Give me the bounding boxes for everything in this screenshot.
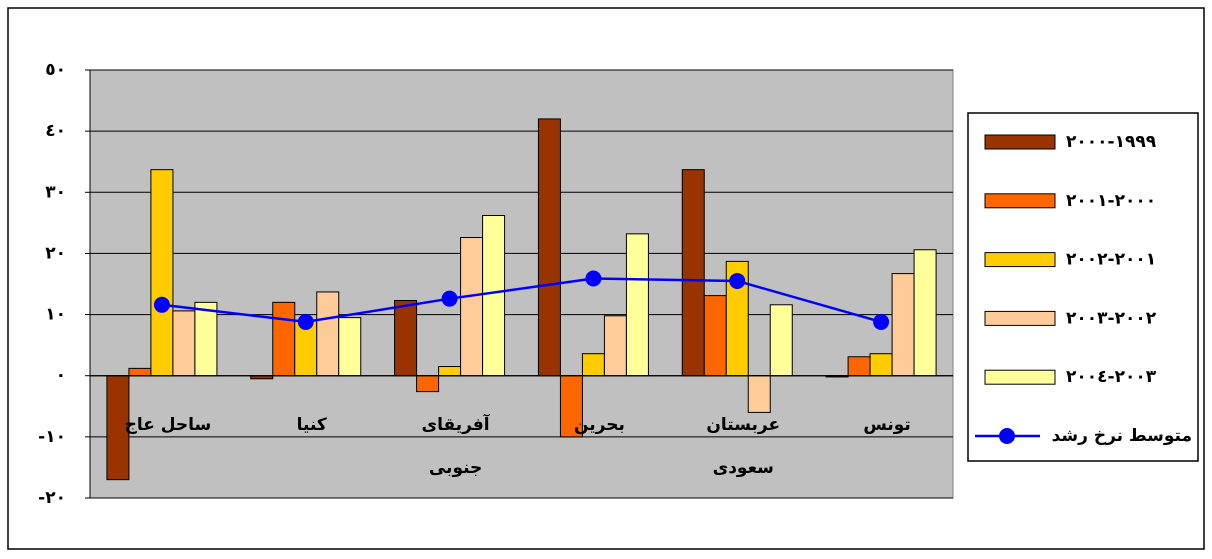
- bar: [482, 215, 506, 377]
- legend-label: ٢٠٠٠-٢٠٠١: [1066, 191, 1156, 211]
- legend-marker: [999, 428, 1015, 444]
- legend-label: متوسط نرخ رشد: [1052, 426, 1192, 446]
- bar: [172, 310, 196, 377]
- legend-label: ٢٠٠٣-٢٠٠٤: [1066, 367, 1157, 387]
- bar: [913, 249, 937, 377]
- y-tick-label: ١٠: [45, 305, 66, 325]
- legend-swatch: [984, 310, 1056, 326]
- bar: [891, 273, 915, 377]
- x-tick-label: کنیا: [297, 415, 327, 435]
- y-tick-label: ٣٠: [45, 182, 66, 202]
- marker: [297, 313, 314, 330]
- bar: [625, 233, 649, 377]
- bar: [747, 375, 771, 413]
- bar: [394, 300, 418, 377]
- x-tick-label: ساحل عاج: [125, 415, 212, 435]
- bar: [438, 366, 462, 377]
- bar: [460, 237, 484, 377]
- legend-label: ٢٠٠٢-٢٠٠٣: [1066, 308, 1157, 328]
- x-tick-label: عربستان: [706, 415, 780, 435]
- x-tick-label: تونس: [863, 415, 910, 435]
- y-tick-label: ٥٠: [45, 60, 66, 80]
- plot-area: [89, 69, 954, 499]
- line: [161, 277, 882, 324]
- y-tick-label: ٤٠: [45, 121, 66, 141]
- bar: [603, 315, 627, 377]
- bar: [416, 375, 440, 393]
- x-tick-label: بحرین: [574, 415, 625, 435]
- x-tick-label: سعودی: [713, 458, 774, 478]
- marker: [585, 270, 602, 287]
- bar: [128, 367, 152, 377]
- y-tick-label: ٠: [56, 366, 66, 386]
- marker: [153, 296, 170, 313]
- y-tick-label: -١٠: [38, 427, 66, 447]
- legend-swatch: [984, 134, 1056, 150]
- legend-swatch: [984, 193, 1056, 209]
- legend-box: [967, 112, 1199, 462]
- y-tick-label: -٢٠: [38, 488, 66, 508]
- bar: [537, 118, 561, 377]
- legend-label: ١٩٩٩-٢٠٠٠: [1066, 132, 1157, 152]
- marker: [729, 272, 746, 289]
- bar: [703, 295, 727, 377]
- bar: [338, 317, 362, 377]
- marker: [441, 290, 458, 307]
- bar: [681, 169, 705, 377]
- bar: [769, 304, 793, 377]
- x-tick-label: جنوبی: [429, 458, 482, 478]
- bar: [316, 291, 340, 377]
- bar: [150, 169, 174, 377]
- marker: [873, 313, 890, 330]
- bar: [581, 353, 605, 377]
- bar: [272, 301, 296, 377]
- bar: [869, 353, 893, 377]
- bar: [847, 356, 871, 377]
- legend-swatch: [984, 252, 1056, 268]
- bar: [194, 301, 218, 377]
- legend-label: ٢٠٠١-٢٠٠٢: [1066, 250, 1156, 270]
- x-tick-label: آفریقای: [422, 413, 491, 435]
- legend-swatch: [984, 369, 1056, 385]
- y-tick-label: ٢٠: [45, 243, 66, 263]
